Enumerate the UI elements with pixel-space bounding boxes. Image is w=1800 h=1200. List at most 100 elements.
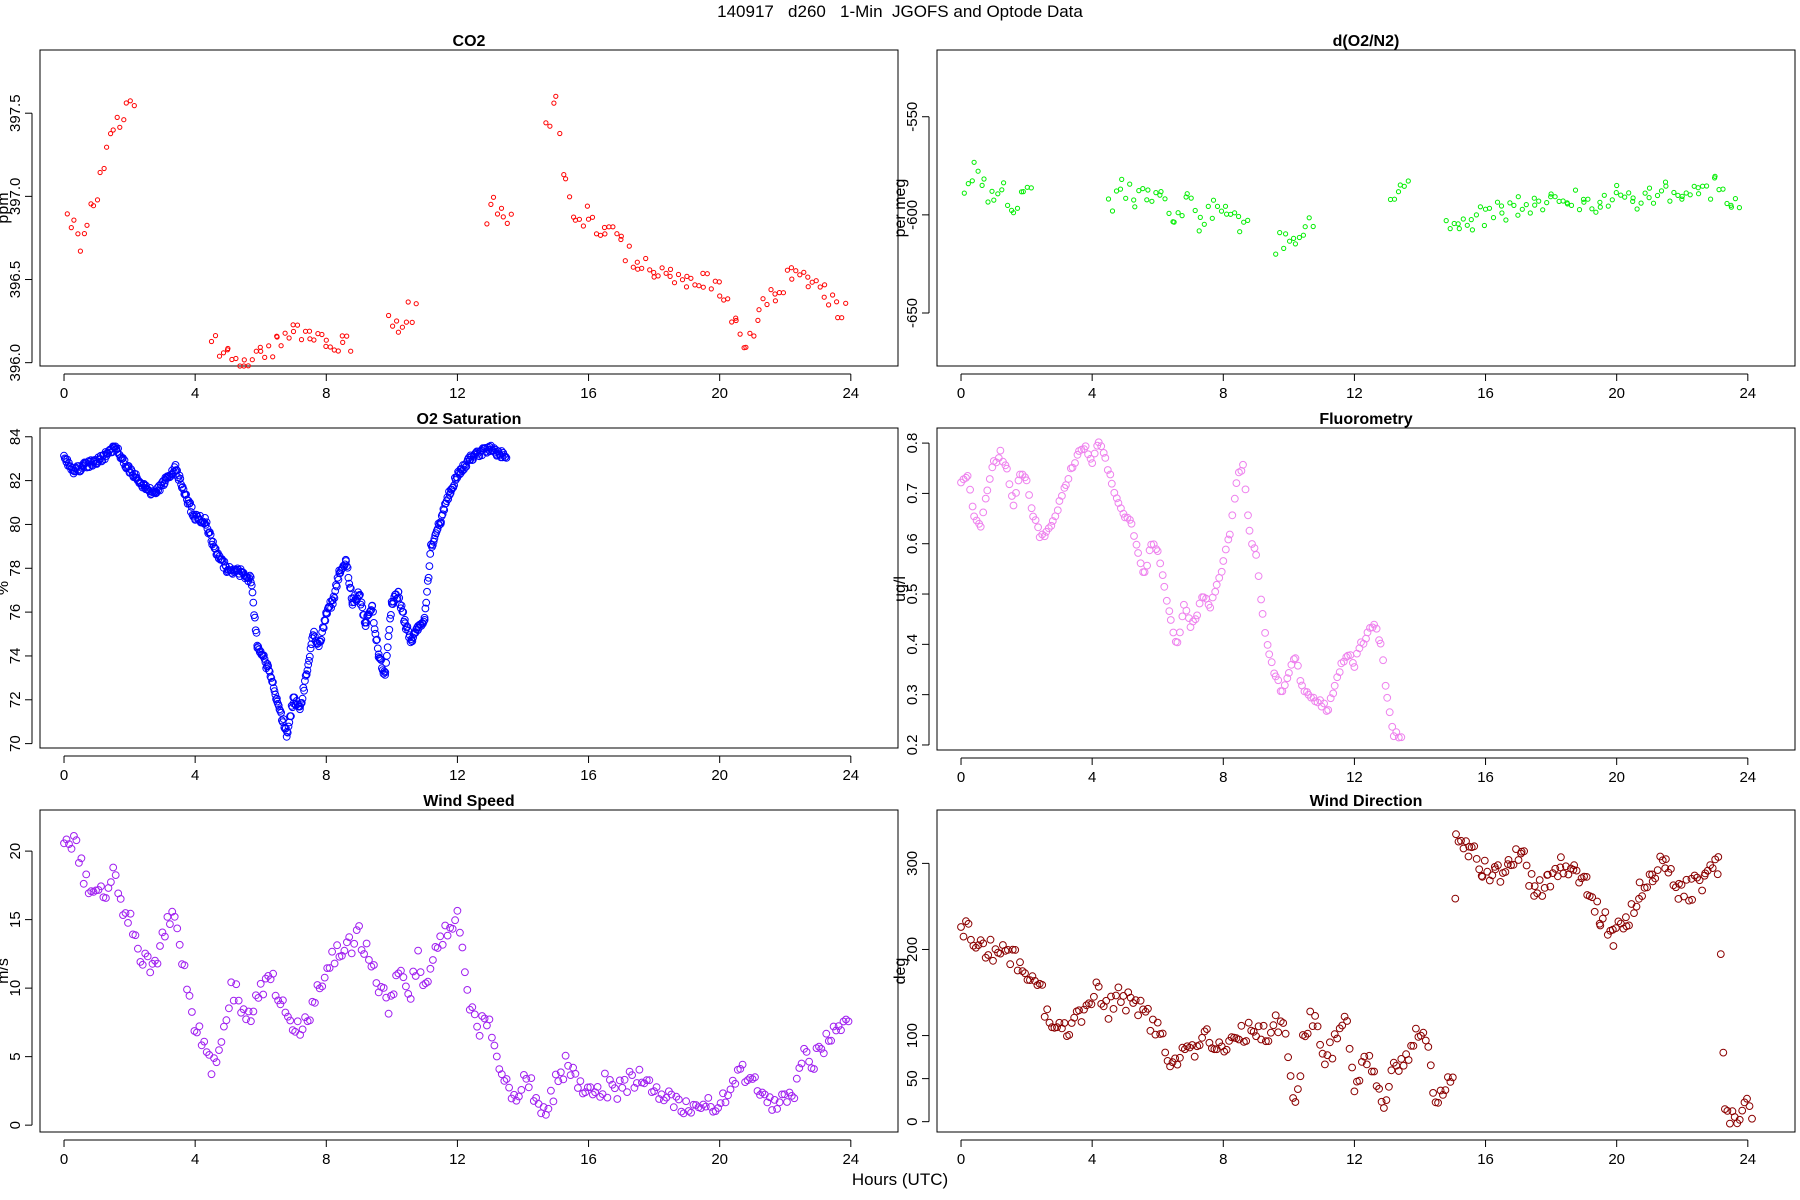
data-point: [717, 293, 723, 299]
data-point: [1158, 571, 1167, 579]
data-point: [981, 176, 987, 182]
data-point: [1175, 210, 1181, 216]
data-point: [1690, 871, 1699, 880]
data-point: [108, 131, 114, 137]
data-point: [1548, 191, 1554, 197]
data-point: [1618, 192, 1624, 198]
data-point: [256, 979, 265, 988]
data-point: [269, 678, 277, 687]
data-point: [1614, 182, 1620, 189]
data-point: [387, 611, 395, 619]
data-point: [264, 662, 273, 670]
data-point: [394, 318, 400, 324]
x-tick-label: 4: [1088, 1151, 1096, 1168]
data-point: [963, 472, 972, 480]
data-point: [1522, 861, 1531, 870]
data-point: [107, 878, 115, 886]
data-point: [1215, 1038, 1224, 1047]
data-point: [1185, 1043, 1194, 1052]
data-point: [1662, 855, 1670, 863]
data-point: [323, 964, 332, 972]
data-point: [1551, 864, 1560, 873]
data-point: [433, 944, 442, 952]
data-point: [306, 1016, 314, 1025]
data-point: [234, 996, 243, 1005]
data-point: [655, 273, 661, 279]
data-point: [390, 323, 396, 329]
data-point: [1478, 872, 1487, 881]
data-point: [1040, 1012, 1049, 1021]
panel-title: Fluorometry: [1319, 411, 1412, 428]
data-point: [790, 1094, 799, 1103]
data-point: [1321, 1060, 1329, 1069]
data-point: [1302, 224, 1308, 230]
data-point: [566, 1071, 575, 1079]
plot-frame: [39, 49, 899, 367]
data-point: [748, 1075, 757, 1083]
data-point: [1200, 1027, 1209, 1036]
data-point: [470, 1010, 479, 1019]
data-point: [1614, 917, 1623, 926]
data-point: [424, 573, 433, 582]
data-point: [962, 473, 970, 482]
data-point: [380, 667, 389, 676]
data-point: [737, 331, 743, 337]
data-point: [822, 282, 828, 288]
data-point: [1540, 884, 1549, 892]
data-point: [834, 1022, 843, 1030]
data-point: [220, 557, 229, 566]
data-point: [1601, 908, 1610, 916]
data-point: [1090, 449, 1099, 458]
data-point: [827, 1036, 835, 1045]
data-point: [1018, 967, 1027, 975]
y-tick-label: 70: [7, 735, 24, 752]
data-point: [1102, 996, 1111, 1005]
data-point: [1434, 1098, 1442, 1107]
data-point: [1397, 1055, 1406, 1063]
data-point: [1277, 230, 1283, 236]
data-point: [1477, 872, 1486, 880]
data-point: [1134, 1011, 1142, 1020]
data-point: [1094, 438, 1103, 447]
data-point: [1126, 516, 1134, 524]
panel-title: d(O2/N2): [1333, 33, 1400, 50]
data-point: [1367, 1067, 1376, 1076]
data-point: [1201, 221, 1207, 227]
data-point: [220, 1022, 228, 1031]
data-point: [346, 584, 355, 593]
data-point: [1038, 530, 1047, 539]
data-point: [1113, 188, 1120, 194]
data-point: [327, 604, 336, 612]
data-point: [173, 924, 182, 933]
data-point: [692, 282, 698, 288]
data-point: [1197, 214, 1203, 220]
data-point: [647, 267, 653, 273]
data-point: [793, 268, 799, 274]
data-point: [504, 220, 510, 226]
data-point: [959, 932, 968, 941]
x-tick-label: 20: [711, 767, 728, 784]
x-tick-label: 12: [1346, 385, 1363, 402]
data-point: [1460, 216, 1466, 222]
data-point: [1136, 188, 1142, 194]
data-point: [126, 909, 135, 918]
data-point: [1381, 681, 1390, 690]
data-point: [1020, 189, 1026, 195]
data-point: [1363, 628, 1372, 637]
data-point: [1117, 186, 1124, 192]
data-point: [843, 300, 849, 306]
data-point: [1645, 870, 1654, 879]
data-point: [276, 1000, 285, 1009]
data-point: [839, 1017, 848, 1026]
data-point: [1494, 199, 1501, 205]
data-point: [1132, 204, 1138, 210]
data-point: [117, 124, 123, 130]
data-point: [1546, 882, 1555, 891]
data-point: [1195, 1041, 1204, 1050]
x-axis-label: Hours (UTC): [851, 1170, 949, 1189]
data-point: [344, 333, 350, 339]
data-point: [403, 622, 412, 631]
data-point: [1455, 221, 1461, 227]
panel-wdir: Wind Direction deg 0 4 8 12 16 20 24 0 50 100 200 300: [892, 793, 1796, 1168]
data-point: [741, 1078, 749, 1086]
